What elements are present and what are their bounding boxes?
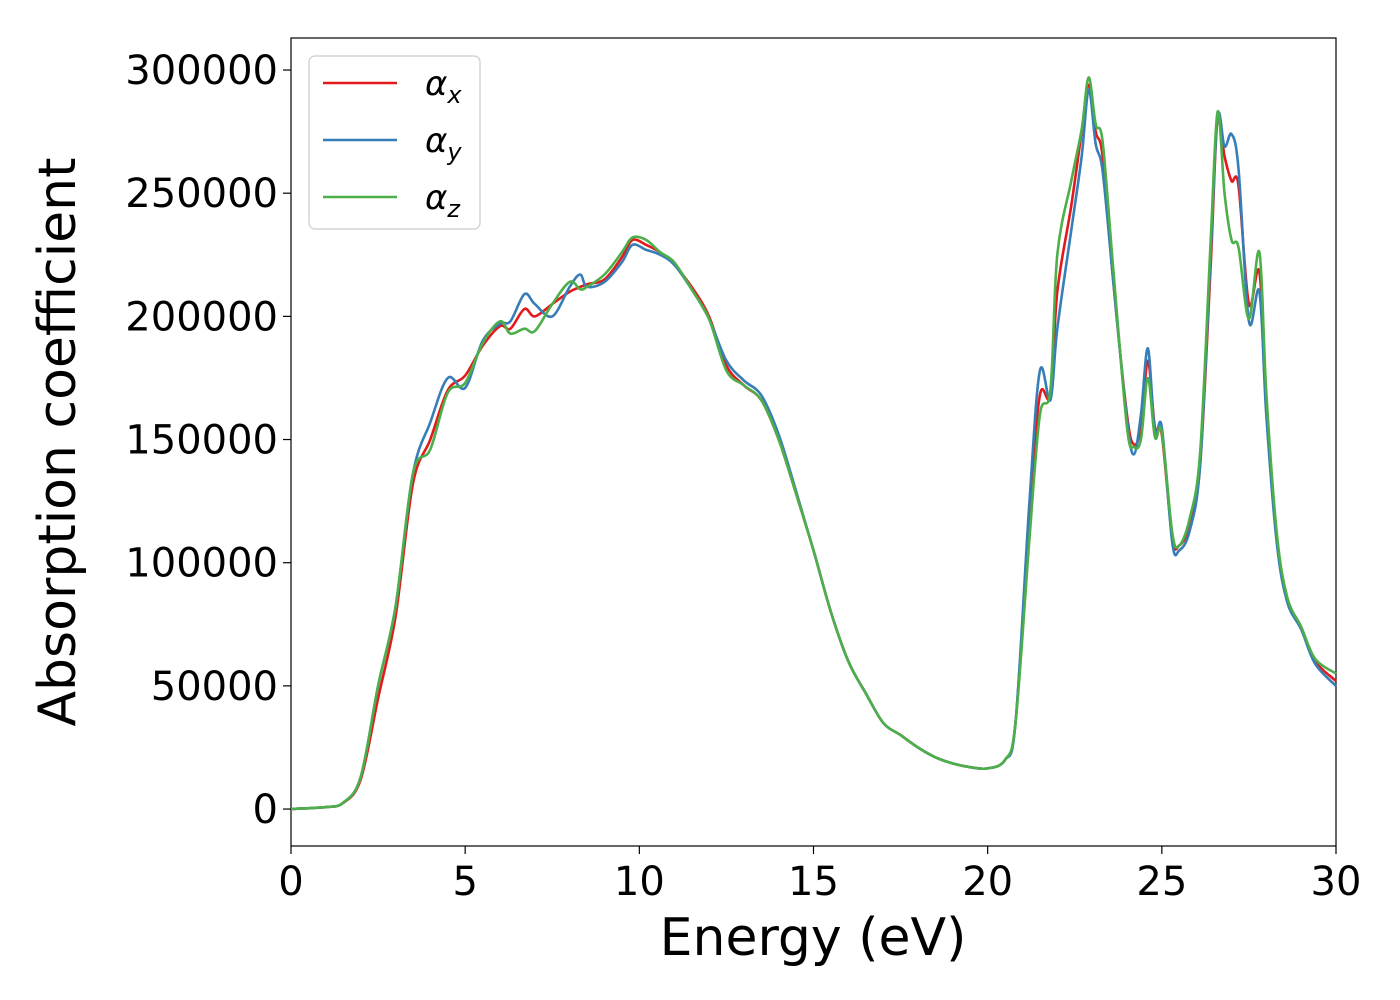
y-tick-label: 0 — [253, 787, 278, 833]
y-axis-ticks: 0 50000 100000 150000 200000 250000 300000 — [125, 48, 291, 833]
x-axis-ticks: 0 5 10 15 20 25 30 — [278, 846, 1361, 905]
legend-symbol: α — [425, 178, 447, 218]
legend-label-z: αz — [425, 178, 461, 223]
y-tick-label: 300000 — [125, 48, 278, 94]
legend-symbol: α — [425, 64, 447, 104]
y-tick-label: 250000 — [125, 171, 278, 217]
x-tick-label: 0 — [278, 859, 303, 905]
legend-subscript: y — [446, 138, 462, 166]
plot-lines — [290, 76, 1337, 811]
y-axis-title: Absorption coefficient — [28, 157, 88, 726]
x-tick-label: 5 — [452, 859, 477, 905]
x-tick-label: 20 — [962, 859, 1013, 905]
x-tick-label: 30 — [1311, 859, 1362, 905]
legend-label-x: αx — [425, 64, 462, 109]
x-tick-label: 10 — [614, 859, 665, 905]
legend-box — [308, 55, 481, 230]
y-tick-label: 150000 — [125, 418, 278, 464]
y-tick-label: 100000 — [125, 541, 278, 587]
legend-label-y: αy — [425, 121, 462, 166]
y-tick-label: 50000 — [151, 664, 278, 710]
legend-symbol: α — [425, 121, 447, 161]
x-axis-title: Energy (eV) — [660, 908, 967, 968]
y-tick-label: 200000 — [125, 294, 278, 340]
series-line-z — [290, 76, 1337, 811]
legend-subscript: z — [446, 195, 461, 223]
x-tick-label: 25 — [1136, 859, 1187, 905]
x-tick-label: 15 — [788, 859, 839, 905]
legend-subscript: x — [446, 81, 462, 109]
